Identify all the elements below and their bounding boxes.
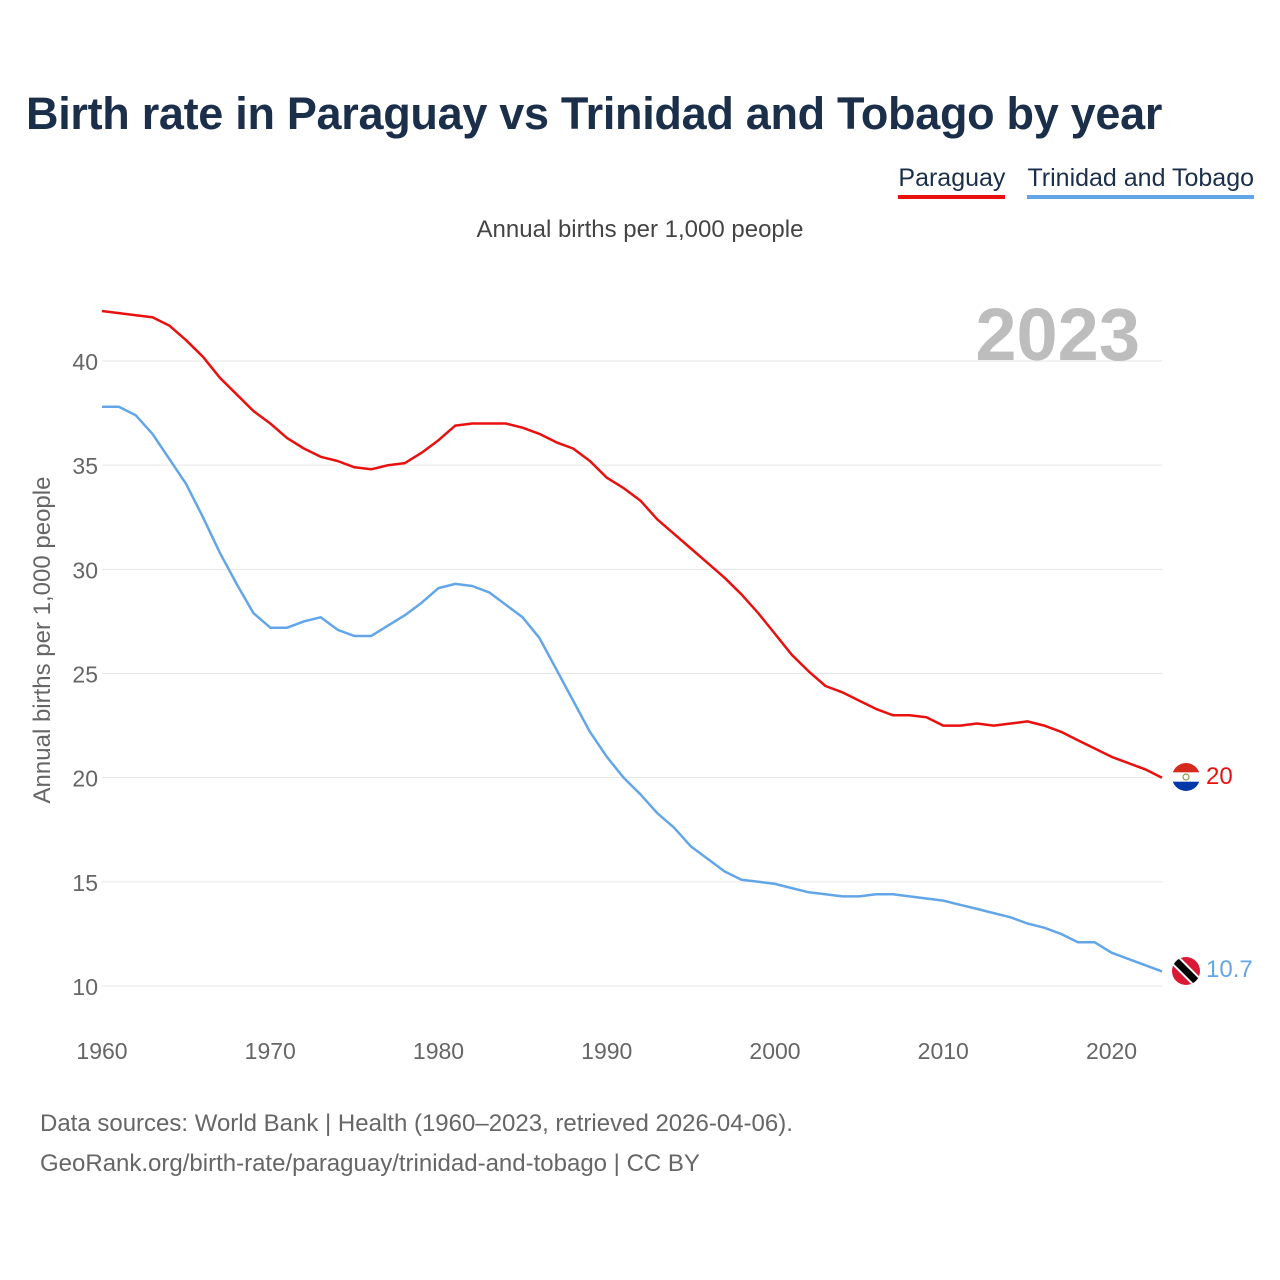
footer: Data sources: World Bank | Health (1960–… xyxy=(40,1104,793,1184)
legend-item-paraguay[interactable]: Paraguay xyxy=(898,164,1006,199)
legend-item-trinidad-and-tobago[interactable]: Trinidad and Tobago xyxy=(1027,164,1254,199)
data-source-note: Data sources: World Bank | Health (1960–… xyxy=(40,1110,793,1137)
y-tick-label: 25 xyxy=(72,662,98,688)
source-link[interactable]: GeoRank.org/birth-rate/paraguay/trinidad… xyxy=(40,1150,700,1177)
x-tick-label: 2010 xyxy=(918,1038,969,1064)
y-tick-label: 20 xyxy=(72,766,98,792)
year-watermark: 2023 xyxy=(975,293,1140,376)
y-tick-label: 15 xyxy=(72,870,98,896)
paraguay-end-label: 20 xyxy=(1206,763,1233,790)
x-tick-label: 1970 xyxy=(245,1038,296,1064)
y-tick-label: 35 xyxy=(72,453,98,479)
y-tick-label: 40 xyxy=(72,349,98,375)
chart-subtitle: Annual births per 1,000 people xyxy=(476,216,804,243)
grid-lines xyxy=(102,360,1162,987)
y-tick-label: 30 xyxy=(72,557,98,583)
x-tick-labels: 1960 1970 1980 1990 2000 2010 2020 xyxy=(76,1038,1137,1064)
chart-title: Birth rate in Paraguay vs Trinidad and T… xyxy=(26,88,1163,139)
series-line-paraguay[interactable] xyxy=(101,309,1163,779)
x-tick-label: 2020 xyxy=(1086,1038,1137,1064)
series-lines xyxy=(101,309,1163,973)
y-tick-labels: 10 15 20 25 30 35 40 xyxy=(72,349,98,1000)
trinidad-flag-icon xyxy=(1172,957,1200,985)
legend: Paraguay Trinidad and Tobago xyxy=(898,164,1254,199)
paraguay-flag-icon xyxy=(1172,763,1200,791)
series-line-trinidad-and-tobago[interactable] xyxy=(102,405,1163,973)
x-tick-label: 2000 xyxy=(749,1038,800,1064)
y-axis-label: Annual births per 1,000 people xyxy=(29,477,56,804)
trinidad-end-label: 10.7 xyxy=(1206,956,1253,983)
x-tick-label: 1960 xyxy=(76,1038,127,1064)
x-tick-label: 1990 xyxy=(581,1038,632,1064)
x-tick-label: 1980 xyxy=(413,1038,464,1064)
y-tick-label: 10 xyxy=(72,974,98,1000)
